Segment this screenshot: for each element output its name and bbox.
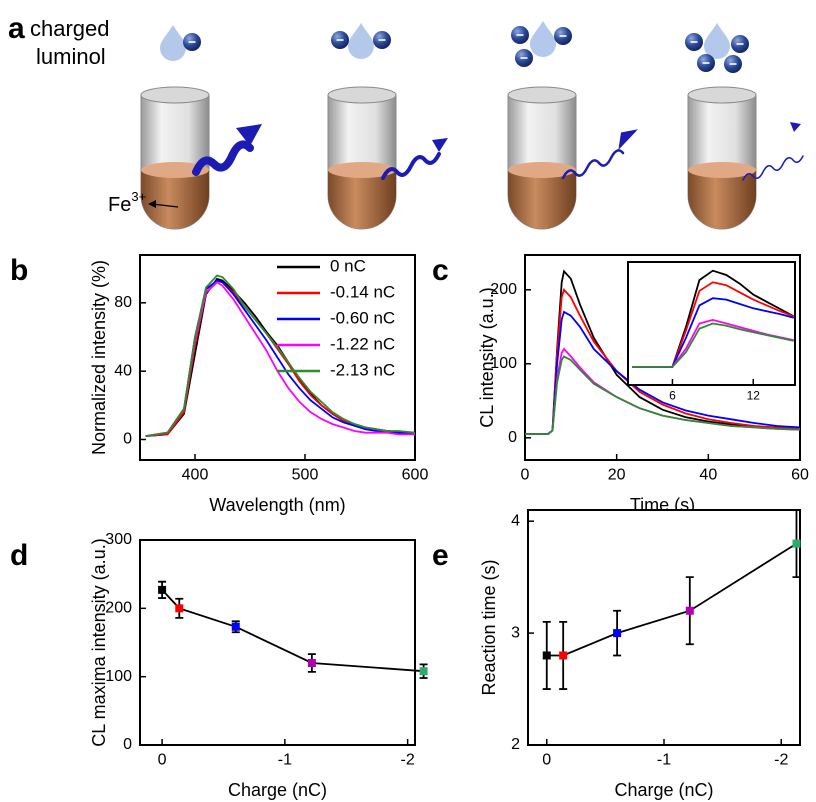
y-tick-label: 0 xyxy=(123,431,132,448)
legend-label: -2.13 nC xyxy=(330,360,395,379)
data-point xyxy=(231,622,240,631)
y-tick-label: 200 xyxy=(490,281,517,298)
series-line xyxy=(525,310,801,435)
y-tick-label: 100 xyxy=(490,355,517,372)
x-tick-label: 12 xyxy=(747,389,761,403)
x-axis-label: Wavelength (nm) xyxy=(209,495,345,515)
y-axis-label: CL maxima intensity (a.u.) xyxy=(89,538,109,746)
series-line xyxy=(632,322,794,368)
y-tick-label: 80 xyxy=(114,294,132,311)
panel-label: c xyxy=(432,254,449,287)
x-axis-label: Charge (nC) xyxy=(228,780,327,800)
charge-ion xyxy=(723,54,743,74)
y-tick-label: 2 xyxy=(511,736,520,753)
series-line xyxy=(525,355,801,435)
legend-label: -0.60 nC xyxy=(330,308,395,327)
legend-label: -0.14 nC xyxy=(330,282,395,301)
pointer-head xyxy=(148,200,156,208)
data-point xyxy=(419,667,428,676)
x-tick-label: 60 xyxy=(791,466,809,483)
ion-charge: 3+ xyxy=(131,189,146,204)
charge-ion xyxy=(696,53,716,73)
data-point xyxy=(542,651,551,660)
luminol-drop xyxy=(530,21,556,57)
charge-ion xyxy=(330,30,350,50)
charge-ion xyxy=(730,34,750,54)
x-tick-label: -1 xyxy=(278,751,292,768)
panel-label: d xyxy=(10,539,28,572)
series-line xyxy=(145,274,416,437)
test-tube xyxy=(687,86,757,230)
test-tube xyxy=(327,86,397,230)
luminol-drop xyxy=(348,23,374,59)
x-tick-label: -1 xyxy=(657,751,671,768)
charge-ion xyxy=(553,26,573,46)
charge-ion xyxy=(684,32,704,52)
y-tick-label: 4 xyxy=(511,512,520,529)
x-tick-label: -2 xyxy=(774,751,788,768)
x-tick-label: 6 xyxy=(669,389,676,403)
y-tick-label: 0 xyxy=(123,736,132,753)
x-tick-label: -2 xyxy=(401,751,415,768)
plot-frame xyxy=(527,509,801,746)
charge-ion xyxy=(514,48,534,68)
series-line xyxy=(145,281,415,437)
test-tube xyxy=(507,86,577,230)
data-point xyxy=(685,606,694,615)
data-point xyxy=(792,539,801,548)
data-point xyxy=(307,659,316,667)
x-tick-label: 0 xyxy=(521,466,530,483)
pointer xyxy=(151,203,179,208)
data-point xyxy=(175,604,184,613)
test-tube xyxy=(140,86,210,230)
y-tick-label: 3 xyxy=(511,624,520,641)
x-tick-label: 0 xyxy=(158,751,167,768)
legend-label: 0 nC xyxy=(330,256,366,275)
x-tick-label: 0 xyxy=(542,751,551,768)
luminol-drop xyxy=(160,25,186,61)
x-tick-label: 40 xyxy=(699,466,717,483)
data-point xyxy=(158,585,167,594)
x-tick-label: 20 xyxy=(608,466,626,483)
y-tick-label: 40 xyxy=(114,362,132,379)
legend-label: -1.22 nC xyxy=(330,334,395,353)
y-tick-label: 0 xyxy=(508,429,517,446)
panel-label: a xyxy=(8,12,25,45)
caption: charged xyxy=(30,16,110,41)
y-tick-label: 200 xyxy=(105,600,132,617)
y-axis-label: Normalized intensity (%) xyxy=(89,260,109,455)
luminol-drop xyxy=(704,23,730,59)
y-axis-label: Reaction time (s) xyxy=(479,559,499,695)
data-point xyxy=(559,651,568,660)
y-tick-label: 100 xyxy=(105,668,132,685)
x-axis-label: Charge (nC) xyxy=(614,780,713,800)
ion-symbol: Fe xyxy=(108,194,131,216)
caption: luminol xyxy=(36,44,106,69)
x-tick-label: 600 xyxy=(402,466,429,483)
charge-ion xyxy=(182,32,202,52)
x-tick-label: 400 xyxy=(182,466,209,483)
panel-label: e xyxy=(432,539,449,572)
y-axis-label: CL intensity (a.u.) xyxy=(477,287,497,427)
ion-label: Fe3+ xyxy=(108,189,146,216)
plot-frame xyxy=(139,539,416,746)
data-point xyxy=(613,629,622,638)
x-tick-label: 500 xyxy=(292,466,319,483)
y-tick-label: 300 xyxy=(105,531,132,548)
charge-ion xyxy=(372,30,392,50)
panel-label: b xyxy=(10,254,28,287)
charge-ion xyxy=(510,25,530,45)
